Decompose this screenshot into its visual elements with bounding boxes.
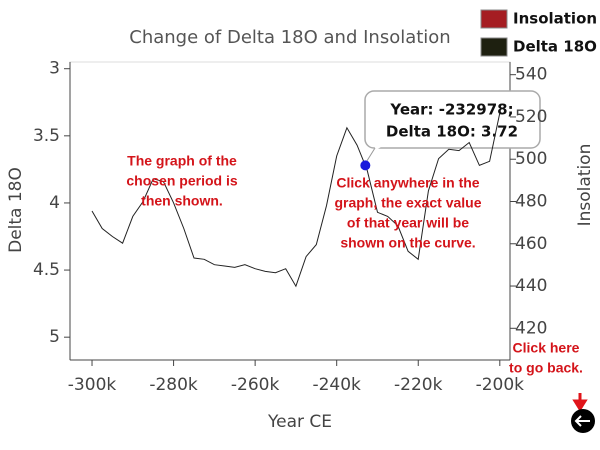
tooltip-line: Year: -232978; (389, 101, 513, 119)
legend-label[interactable]: Insolation (513, 10, 597, 28)
hint-arrow (572, 393, 588, 412)
y2-tick-label: 540 (515, 65, 547, 85)
data-line (91, 112, 501, 288)
y-tick-label: 3.5 (33, 126, 60, 146)
y2-tick-label: 480 (515, 191, 547, 211)
x-tick-label: -260k (231, 375, 280, 395)
legend-label[interactable]: Delta 18O (513, 38, 597, 56)
tooltip-pointer-fill (372, 141, 381, 150)
y2-tick-label: 440 (515, 276, 547, 296)
y2-tick-label: 460 (515, 234, 547, 254)
legend-swatch[interactable] (480, 37, 508, 57)
annotation-line: to go back. (509, 360, 583, 376)
annotation-line: The graph of the (127, 153, 237, 169)
y-tick-label: 4 (49, 193, 60, 213)
annotation-line: chosen period is (126, 173, 237, 189)
chart-title: Change of Delta 18O and Insolation (129, 27, 450, 48)
tooltip-box (364, 90, 541, 149)
annotation-line: of that year will be (347, 215, 469, 231)
back-button[interactable] (571, 409, 595, 433)
annotation-line: Click anywhere in the (336, 175, 479, 191)
x-tick-label: -200k (476, 375, 525, 395)
tooltip-line: Delta 18O: 3.72 (386, 123, 518, 141)
legend-swatch[interactable] (480, 9, 508, 29)
x-tick-label: -280k (149, 375, 198, 395)
x-tick-label: -300k (68, 375, 117, 395)
y-tick-label: 4.5 (33, 260, 60, 280)
annotation-line: shown on the curve. (340, 235, 475, 251)
y-axis-title: Delta 18O (6, 167, 26, 253)
y2-tick-label: 420 (515, 318, 547, 338)
annotation-line: graph, the exact value (334, 195, 481, 211)
x-axis-title: Year CE (267, 412, 332, 432)
x-tick-label: -240k (312, 375, 361, 395)
annotation-line: Click here (513, 340, 580, 356)
selected-point (360, 160, 371, 171)
y2-tick-label: 520 (515, 107, 547, 127)
x-tick-label: -220k (394, 375, 443, 395)
y-tick-label: 5 (49, 327, 60, 347)
y-tick-label: 3 (49, 59, 60, 79)
annotation-line: then shown. (141, 193, 223, 209)
back-arrow-icon[interactable] (574, 415, 590, 427)
y2-axis-title: Insolation (575, 144, 595, 227)
y2-tick-label: 500 (515, 149, 547, 169)
